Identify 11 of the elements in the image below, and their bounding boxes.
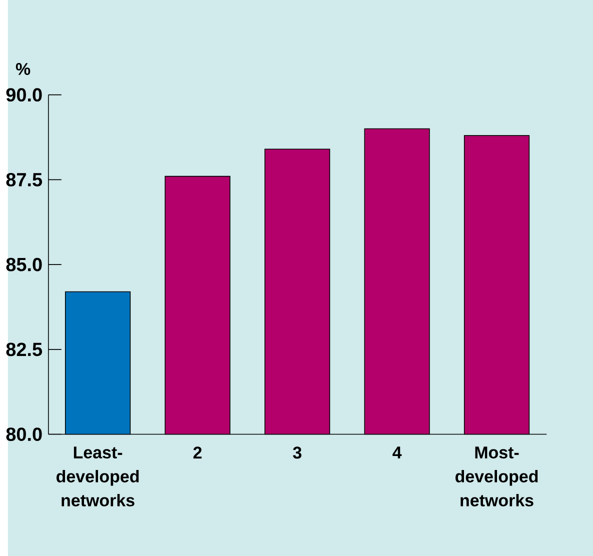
x-tick-label: Most-developed networks: [456, 446, 538, 506]
x-tick-label: Least-developed networks: [56, 446, 139, 506]
y-tick-label: 82.5: [6, 342, 42, 356]
x-tick-label: 4: [392, 446, 402, 458]
x-tick-label: 3: [292, 446, 302, 459]
y-tick-label: 85.0: [6, 258, 42, 272]
y-axis-title: %: [16, 63, 30, 75]
y-tick-label: 87.5: [6, 172, 42, 186]
x-tick-label: 2: [193, 446, 202, 458]
y-tick-label: 90.0: [6, 88, 42, 102]
y-tick-label: 80.0: [6, 428, 42, 441]
